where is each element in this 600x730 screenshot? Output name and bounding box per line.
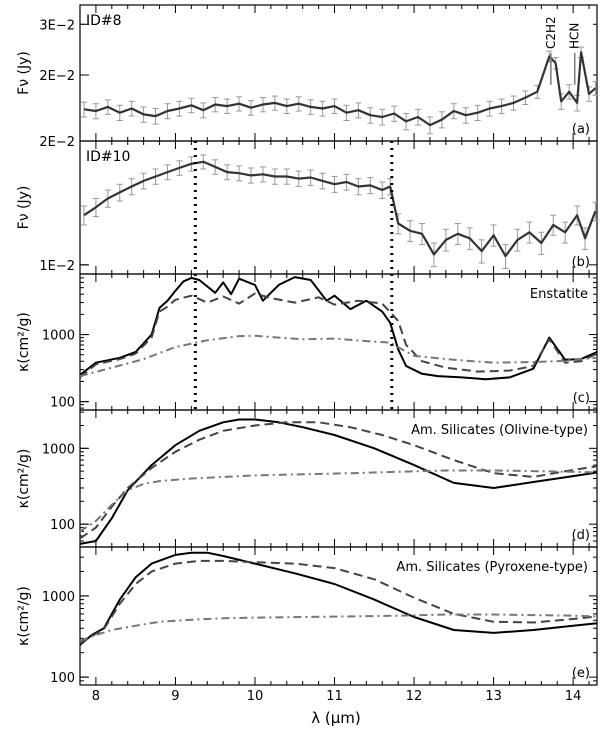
line-marker-label: C2H2 [544, 16, 558, 49]
series-solid [79, 418, 598, 545]
y-axis-label: κ(cm²/g) [16, 312, 32, 372]
panel-frame [79, 273, 598, 411]
x-axis-tick-labels: 8 9 10 11 12 13 14 [92, 689, 582, 704]
series-line [79, 551, 598, 646]
panel-annotation: ID#10 [86, 149, 130, 165]
panel-label: (a) [572, 122, 590, 137]
panel-annotation: Enstatite [530, 287, 588, 302]
y-axis-label: κ(cm²/g) [16, 586, 32, 646]
panel-annotation: ID#8 [86, 13, 122, 29]
series-spectrum [80, 154, 599, 269]
y-tick-label: 1E−2 [39, 259, 75, 274]
series-dashdot [79, 334, 598, 378]
series-line [79, 613, 598, 642]
panel-d: 100 1000 κ(cm²/g) Am. Silicates (Olivine-ty… [16, 409, 598, 548]
series-line [79, 292, 598, 379]
series-line [83, 160, 597, 258]
line-marker-label: HCN [568, 23, 582, 49]
series-dashdot [79, 469, 598, 533]
y-axis-label: Fν (Jy) [16, 186, 32, 230]
series-spectrum [80, 46, 599, 135]
x-tick-label: 10 [247, 689, 264, 704]
panel-a: 2E−2 3E−2 Fν (Jy) ID#8 (a) C2H2 HCN [16, 4, 599, 142]
series-line [79, 421, 598, 540]
series-dashed [79, 292, 598, 379]
series-line [83, 51, 597, 127]
panel-label: (c) [573, 391, 590, 406]
series-solid [79, 551, 598, 646]
panel-frame [79, 140, 598, 275]
x-axis-label: λ (μm) [311, 709, 361, 727]
panel-label: (e) [572, 666, 590, 681]
y-tick-label: 1000 [42, 329, 75, 344]
series-line [79, 559, 598, 645]
y-tick-label: 100 [50, 518, 75, 533]
x-tick-label: 11 [326, 689, 343, 704]
y-tick-label: 2E−2 [39, 135, 75, 150]
x-tick-label: 13 [485, 689, 502, 704]
panel-b: 1E−2 2E−2 Fν (Jy) ID#10 (b) [16, 135, 599, 275]
x-tick-label: 12 [406, 689, 423, 704]
panel-frame [79, 4, 598, 142]
panel-label: (b) [572, 255, 590, 270]
panels: 2E−2 3E−2 Fν (Jy) ID#8 (a) C2H2 HCN 1E−2 2E−2 Fν … [16, 4, 599, 686]
series-line [79, 418, 598, 545]
y-tick-label: 3E−2 [39, 18, 75, 33]
panel-e: 100 1000 κ(cm²/g) Am. Silicates (Pyroxene-t… [16, 546, 598, 686]
series-solid [79, 276, 598, 381]
y-axis-label: Fν (Jy) [16, 51, 32, 95]
panel-annotation: Am. Silicates (Olivine-type) [411, 423, 588, 438]
panel-annotation: Am. Silicates (Pyroxene-type) [396, 560, 588, 575]
y-tick-label: 1000 [42, 442, 75, 457]
series-dashed [79, 559, 598, 645]
panel-label: (d) [572, 528, 590, 543]
dotted-lines [193, 141, 394, 410]
series-dashdot [79, 613, 598, 642]
panel-c: 100 1000 κ(cm²/g) Enstatite (c) [16, 273, 598, 411]
panel-frame [79, 546, 598, 686]
y-tick-label: 100 [50, 671, 75, 686]
x-tick-label: 14 [565, 689, 582, 704]
series-line [79, 276, 598, 381]
y-axis-label: κ(cm²/g) [16, 449, 32, 509]
x-tick-label: 9 [171, 689, 179, 704]
y-tick-label: 1000 [42, 590, 75, 605]
x-tick-label: 8 [92, 689, 100, 704]
series-line [79, 469, 598, 533]
y-tick-label: 2E−2 [39, 69, 75, 84]
y-tick-label: 100 [50, 396, 75, 411]
series-dashed [79, 421, 598, 540]
series-line [79, 334, 598, 378]
